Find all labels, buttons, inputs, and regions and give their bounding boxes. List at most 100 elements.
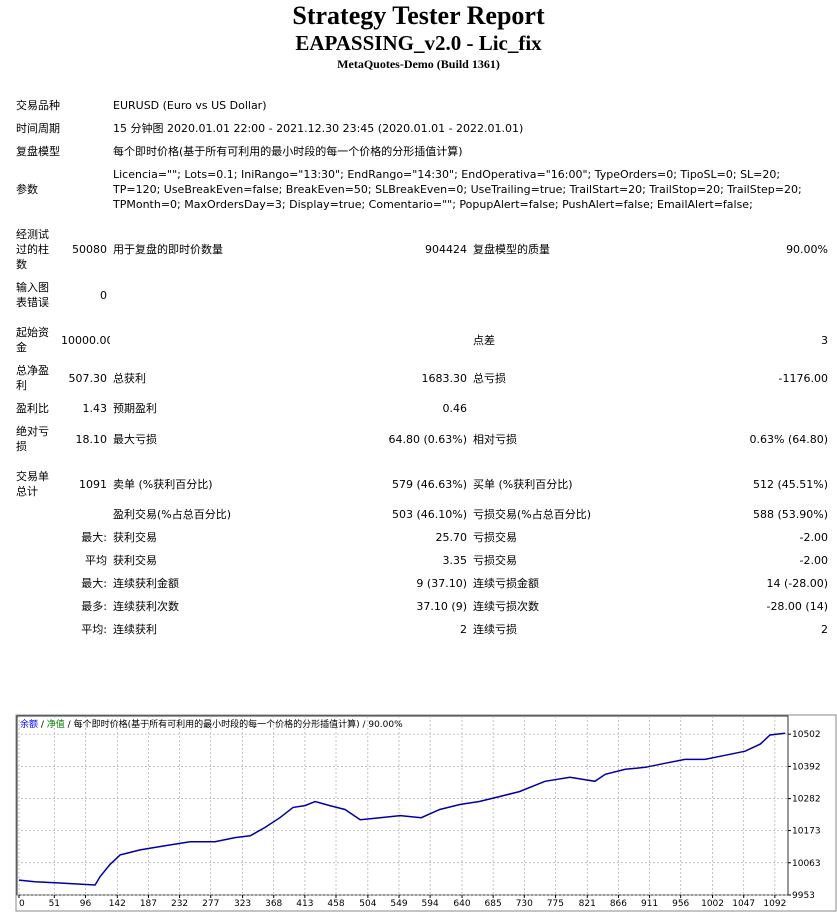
x-tick-label: 1092	[763, 899, 786, 909]
x-tick-label: 368	[265, 899, 282, 909]
stat-value: 2	[460, 623, 467, 636]
stat-value: 90.00%	[786, 243, 829, 256]
x-tick-label: 640	[453, 899, 470, 909]
x-tick-label: 911	[641, 899, 658, 909]
table-row: 平均 获利交易 3.35 亏损交易 -2.00	[13, 549, 831, 572]
stat-value: 25.70	[435, 531, 468, 544]
report-subtitle: EAPASSING_v2.0 - Lic_fix	[295, 31, 542, 55]
stat-value: -28.00 (14)	[766, 600, 829, 613]
x-tick-label: 549	[390, 899, 407, 909]
stat-label: 起始资金	[16, 326, 49, 354]
legend-entry: 净值	[47, 718, 65, 730]
info-label: 交易品种	[16, 99, 60, 112]
stat-label: 点差	[473, 333, 495, 347]
info-label: 复盘模型	[16, 145, 60, 158]
stat-value: 904424	[425, 243, 467, 256]
stat-label: 总获利	[113, 371, 146, 385]
stat-value: 1683.30	[421, 371, 468, 385]
stat-label: 连续获利次数	[113, 600, 179, 613]
stat-value: -1176.00	[778, 371, 829, 385]
info-value: EURUSD (Euro vs US Dollar)	[113, 99, 267, 112]
x-tick-label: 323	[234, 899, 251, 909]
stat-value: 579 (46.63%)	[391, 477, 467, 491]
table-row: 参数 Licencia=""; Lots=0.1; IniRango="13:30…	[13, 163, 831, 216]
legend-separator: /	[38, 720, 47, 730]
stat-label: 输入图表错误	[16, 281, 49, 309]
stat-label: 相对亏损	[473, 432, 517, 446]
y-tick-label: 10392	[792, 762, 821, 772]
y-tick-label: 10282	[792, 795, 821, 805]
stat-label: 最大:	[81, 577, 107, 590]
x-tick-label: 685	[485, 899, 502, 909]
stat-label: 买单 (%获利百分比)	[473, 477, 573, 491]
x-tick-label: 187	[140, 899, 157, 909]
stat-label: 经测试过的柱数	[16, 228, 49, 271]
report-build: MetaQuotes-Demo (Build 1361)	[337, 57, 500, 71]
x-tick-label: 956	[672, 899, 689, 909]
report-table: 交易品种 EURUSD (Euro vs US Dollar) 时间周期 15 分钟图…	[13, 94, 831, 641]
legend-separator: /	[65, 720, 74, 730]
info-value: Licencia=""; Lots=0.1; IniRango="13:30";…	[113, 168, 802, 211]
stat-value: 0	[100, 288, 107, 302]
legend-entry: 90.00%	[368, 720, 403, 730]
x-tick-label: 821	[579, 899, 596, 909]
stat-value: 588 (53.90%)	[752, 508, 829, 521]
stat-label: 连续亏损金额	[473, 577, 539, 590]
stat-label: 盈利交易(%占总百分比)	[113, 508, 232, 521]
table-row: 时间周期 15 分钟图 2020.01.01 22:00 - 2021.12.30…	[13, 117, 831, 140]
y-tick-label: 9953	[792, 891, 815, 901]
stat-label: 亏损交易	[473, 554, 517, 567]
y-tick-label: 10502	[792, 730, 821, 740]
stat-label: 平均	[85, 554, 107, 567]
stat-label: 亏损交易	[473, 531, 517, 544]
table-row: 经测试过的柱数 50080 用于复盘的即时价数量 904424 复盘模型的质量 90.00…	[13, 216, 831, 276]
table-row: 起始资金 10000.00 点差 3	[13, 314, 831, 359]
x-tick-label: 866	[610, 899, 627, 909]
stat-label: 连续获利金额	[113, 577, 179, 590]
x-tick-label: 51	[49, 899, 60, 909]
legend-entry: 每个即时价格(基于所有可利用的最小时段的每一个价格的分形插值计算)	[74, 718, 360, 730]
stat-value: 512 (45.51%)	[752, 477, 829, 491]
x-tick-label: 730	[516, 899, 533, 909]
legend: 余额 / 净值 / 每个即时价格(基于所有可利用的最小时段的每一个价格的分形插值…	[20, 718, 403, 730]
stat-value: 503 (46.10%)	[391, 508, 467, 521]
stat-value: 1.43	[82, 402, 108, 415]
stat-value: 507.30	[68, 371, 108, 385]
table-row: 复盘模型 每个即时价格(基于所有可利用的最小时段的每一个价格的分形插值计算)	[13, 140, 831, 163]
stat-value: 50080	[72, 243, 107, 256]
y-tick-label: 10173	[792, 827, 821, 837]
stat-value: 10000.00	[61, 333, 110, 347]
legend-separator: /	[360, 720, 369, 730]
stat-value: 18.10	[75, 432, 108, 446]
stat-value: 37.10 (9)	[416, 600, 467, 613]
stat-label: 最大:	[81, 531, 107, 544]
stat-value: 2	[821, 623, 829, 636]
x-tick-label: 1047	[732, 899, 755, 909]
stat-label: 交易单总计	[16, 470, 49, 498]
info-label: 参数	[16, 183, 38, 196]
x-tick-label: 1002	[701, 899, 724, 909]
stat-label: 平均:	[81, 623, 107, 636]
table-row: 盈利比 1.43 预期盈利 0.46	[13, 397, 831, 420]
report-title: Strategy Tester Report	[292, 1, 545, 30]
table-row: 盈利交易(%占总百分比) 503 (46.10%) 亏损交易(%占总百分比) 588 …	[13, 503, 831, 526]
chart-frame	[15, 714, 837, 912]
stat-value: 0.63% (64.80)	[749, 432, 829, 446]
info-value: 每个即时价格(基于所有可利用的最小时段的每一个价格的分形插值计算)	[113, 145, 463, 158]
info-value: 15 分钟图 2020.01.01 22:00 - 2021.12.30 23:…	[113, 122, 524, 135]
stat-label: 获利交易	[113, 554, 157, 567]
table-row: 最大: 获利交易 25.70 亏损交易 -2.00	[13, 526, 831, 549]
table-row: 交易品种 EURUSD (Euro vs US Dollar)	[13, 94, 831, 117]
x-tick-label: 504	[359, 899, 376, 909]
stat-value: 64.80 (0.63%)	[388, 432, 467, 446]
stat-label: 获利交易	[113, 531, 157, 544]
stat-label: 连续获利	[113, 623, 157, 636]
stat-label: 复盘模型的质量	[473, 243, 550, 256]
stat-label: 最多:	[81, 600, 107, 613]
stat-value: -2.00	[799, 554, 829, 567]
stat-label: 最大亏损	[113, 432, 157, 446]
stat-label: 亏损交易(%占总百分比)	[473, 508, 592, 521]
table-row: 最多: 连续获利次数 37.10 (9) 连续亏损次数 -28.00 (14)	[13, 595, 831, 618]
